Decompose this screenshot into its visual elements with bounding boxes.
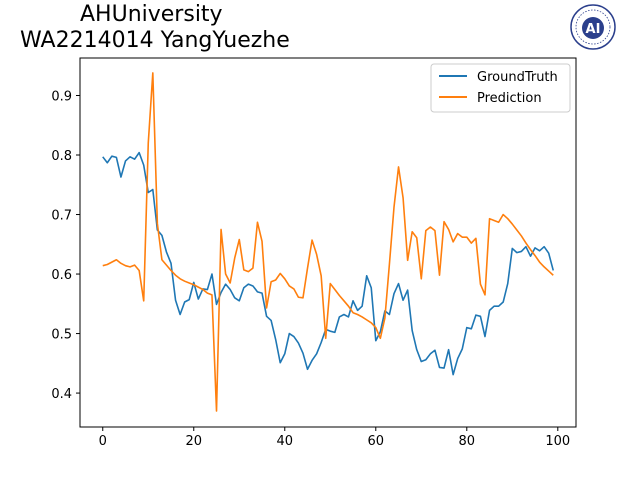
x-tick-label: 20: [185, 434, 202, 449]
y-tick-label: 0.8: [51, 149, 72, 164]
x-axis: 0 20 40 60 80 100: [99, 427, 570, 449]
x-tick-label: 100: [545, 434, 570, 449]
series-line-prediction: [102, 72, 554, 412]
x-tick-label: 60: [368, 434, 385, 449]
legend: GroundTruth Prediction: [430, 63, 571, 113]
header-line1: AHUniversity: [80, 2, 223, 27]
x-tick-label: 0: [99, 434, 107, 449]
y-tick-label: 0.6: [51, 268, 72, 283]
x-tick-label: 40: [276, 434, 293, 449]
legend-label-groundtruth: GroundTruth: [477, 70, 558, 85]
series-layer: [102, 72, 555, 412]
logo-text: AI: [586, 22, 601, 37]
y-tick-label: 0.7: [51, 209, 72, 224]
university-logo-icon: AI: [570, 4, 616, 50]
y-tick-label: 0.4: [51, 387, 72, 402]
series-line-groundtruth: [102, 151, 555, 376]
y-axis: 0.4 0.5 0.6 0.7 0.8 0.9: [51, 89, 80, 402]
legend-label-prediction: Prediction: [477, 91, 542, 106]
y-tick-label: 0.5: [51, 328, 72, 343]
y-tick-label: 0.9: [51, 89, 72, 104]
plot-area: [79, 57, 577, 428]
header-line2: WA2214014 YangYuezhe: [20, 28, 290, 53]
x-tick-label: 80: [459, 434, 476, 449]
